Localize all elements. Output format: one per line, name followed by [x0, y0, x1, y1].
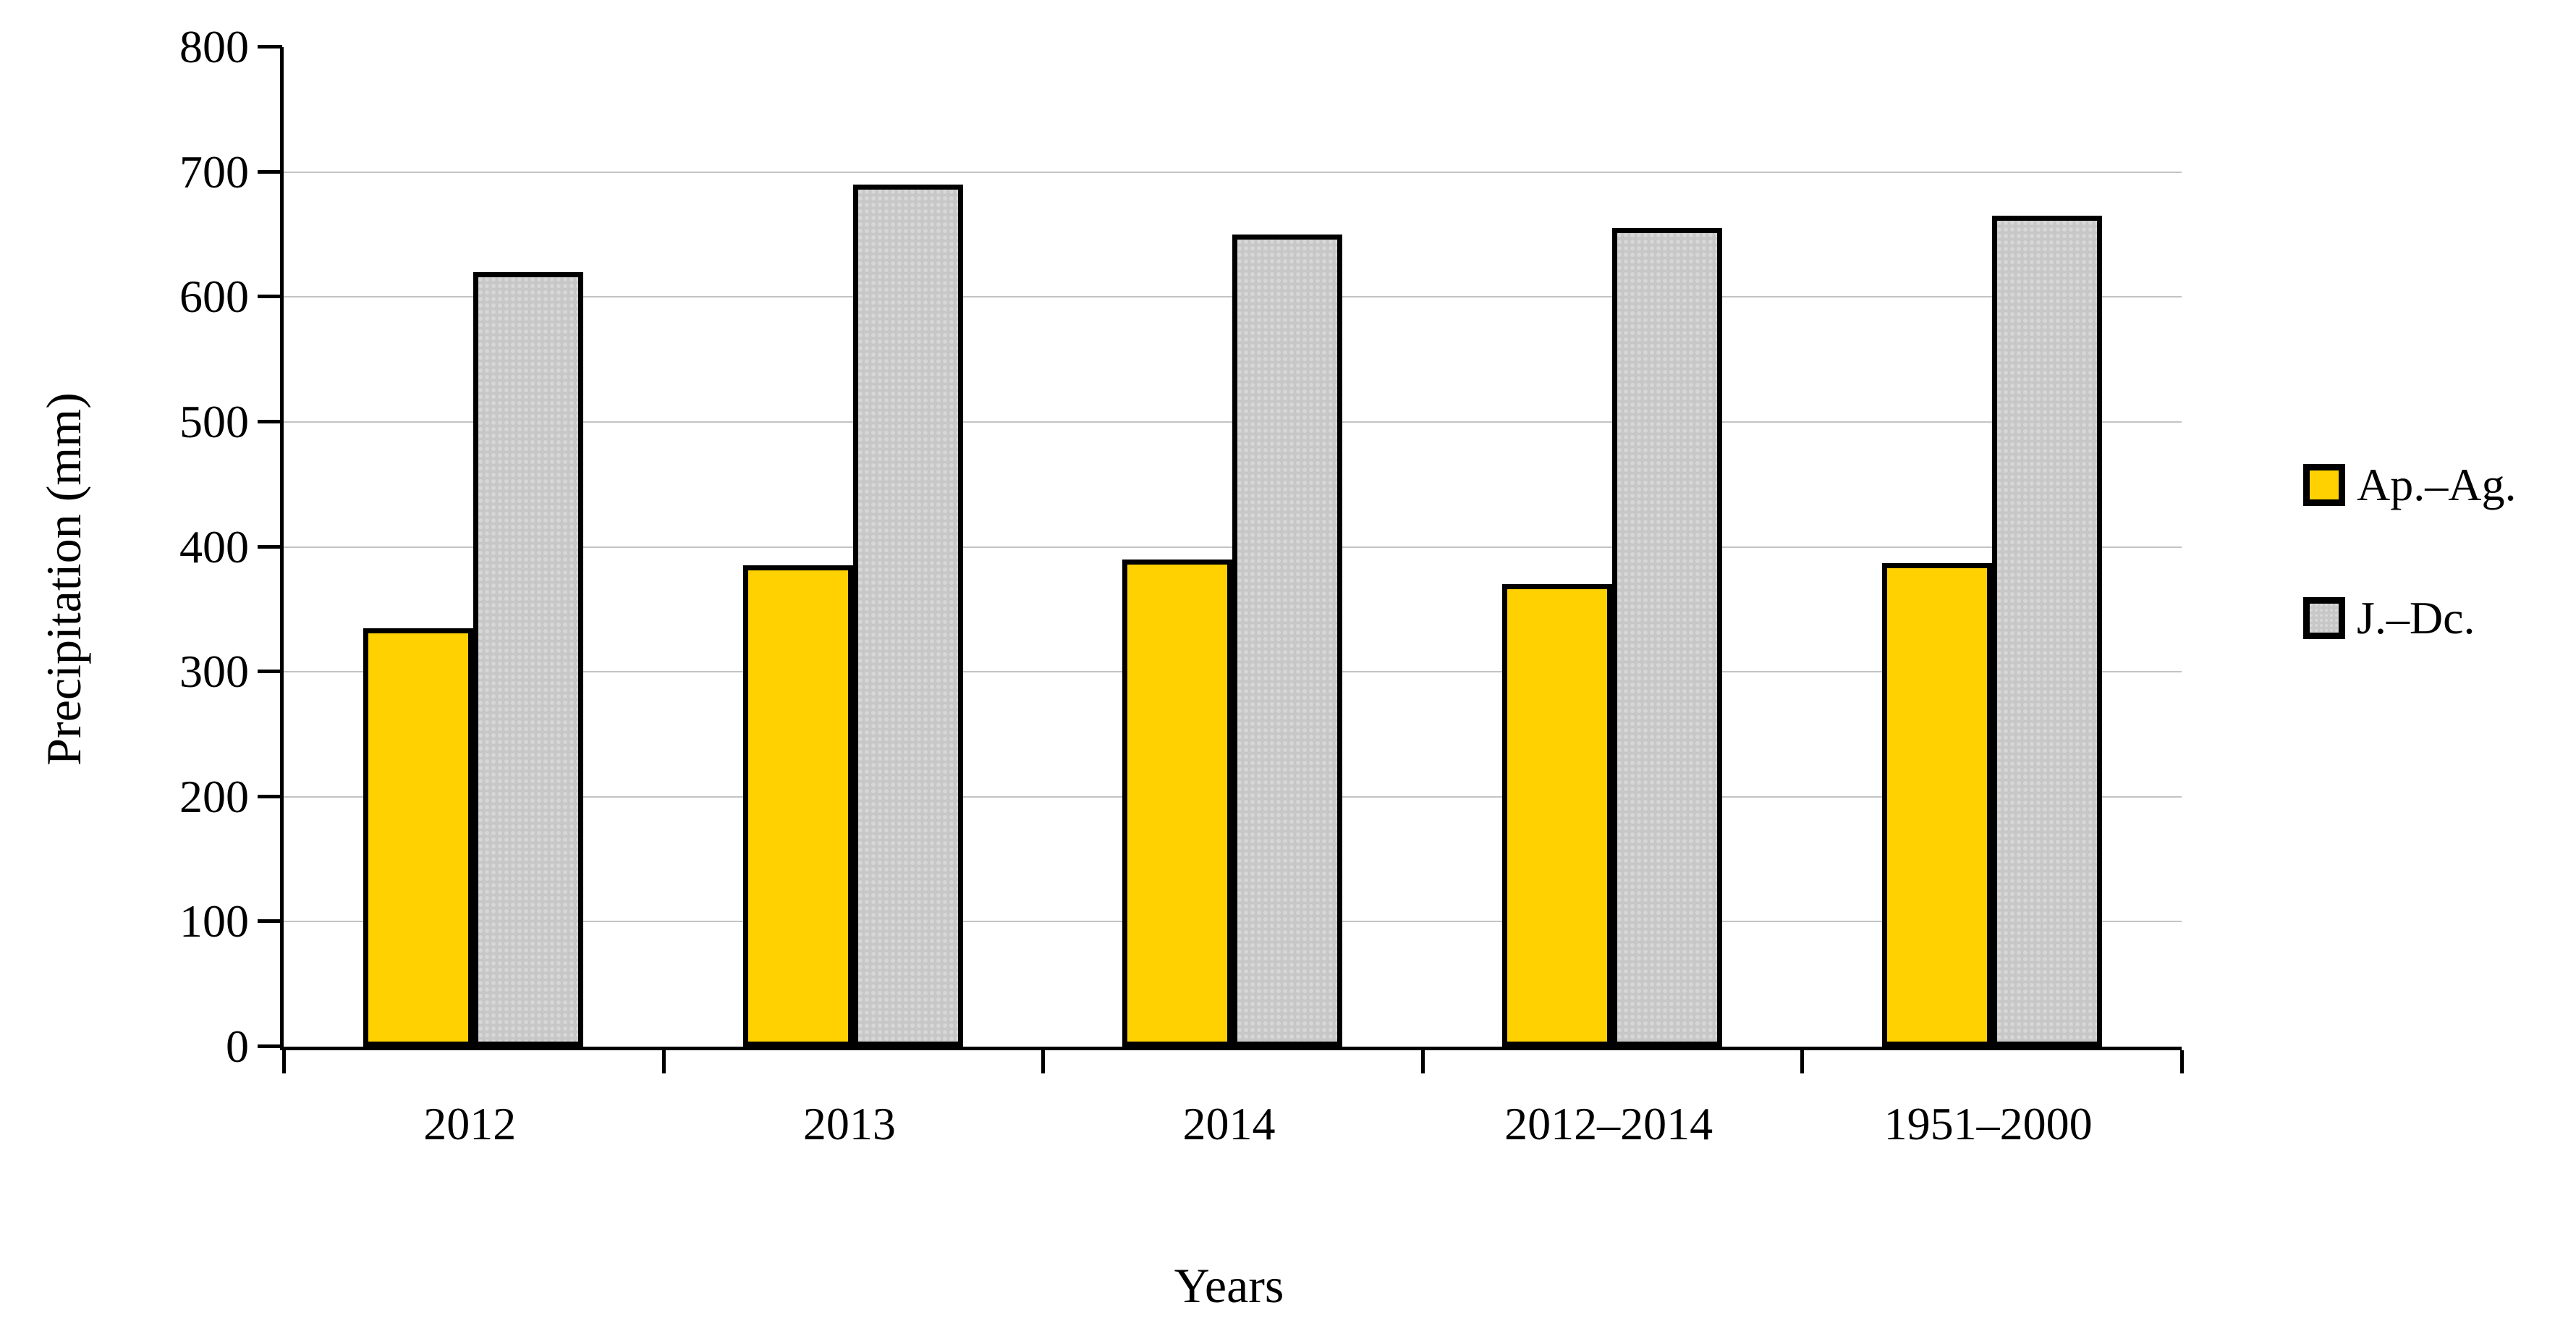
bar-J.–Dc.-2013 — [852, 184, 963, 1047]
y-axis-tick-label: 800 — [179, 21, 249, 72]
x-axis-tick — [1420, 1050, 1425, 1073]
x-axis-tick — [1800, 1050, 1805, 1073]
x-axis-category-label: 2013 — [802, 1098, 896, 1149]
y-axis-tick-label: 200 — [179, 770, 249, 822]
bar-groups — [284, 47, 2182, 1047]
y-axis-tick-label: 500 — [179, 395, 249, 447]
x-axis-tick — [661, 1050, 666, 1073]
x-axis-category-labels: 2012 2013 2014 2012–2014 1951–2000 — [280, 1050, 2178, 1147]
y-axis-tick-label: 700 — [179, 145, 249, 198]
bar-Ap.–Ag.-2012–2014 — [1502, 584, 1613, 1047]
plot-area — [258, 45, 2184, 1073]
bar-group — [284, 47, 664, 1047]
x-axis-tick — [2180, 1050, 2184, 1073]
legend-item: Ap.–Ag. — [2303, 462, 2516, 508]
legend: Ap.–Ag. J.–Dc. — [2303, 0, 2576, 1334]
bar-group — [1802, 47, 2182, 1047]
legend-swatch — [2303, 597, 2345, 639]
bar-J.–Dc.-2012–2014 — [1612, 228, 1723, 1047]
legend-swatch — [2303, 464, 2345, 506]
bar-Ap.–Ag.-1951–2000 — [1881, 562, 1992, 1047]
bar-Ap.–Ag.-2012 — [363, 628, 474, 1047]
bar-Ap.–Ag.-2014 — [1122, 559, 1233, 1047]
x-axis-category-label: 2012 — [423, 1098, 517, 1149]
x-axis-tick — [1041, 1050, 1046, 1073]
y-axis-tick — [258, 919, 282, 924]
x-axis-tick — [282, 1050, 286, 1073]
y-axis-tick-label: 400 — [179, 520, 249, 573]
y-axis-tick — [258, 670, 282, 674]
y-axis-tick-labels: 0 100 200 300 400 500 600 700 800 — [0, 24, 249, 1070]
x-axis-category-label: 1951–2000 — [1884, 1098, 2093, 1149]
bar-J.–Dc.-2014 — [1232, 234, 1343, 1047]
y-axis-tick — [258, 544, 282, 549]
x-axis-category-label: 2012–2014 — [1504, 1098, 1713, 1149]
legend-item: J.–Dc. — [2303, 595, 2475, 641]
legend-label: J.–Dc. — [2357, 592, 2475, 643]
legend-label: Ap.–Ag. — [2357, 459, 2517, 510]
bar-group — [1423, 47, 1802, 1047]
bar-group — [664, 47, 1043, 1047]
y-axis-tick-label: 300 — [179, 646, 249, 698]
y-axis-tick — [258, 1044, 282, 1048]
y-axis-tick-label: 100 — [179, 895, 249, 947]
x-axis-category-label: 2014 — [1182, 1098, 1276, 1149]
bar-J.–Dc.-2012 — [473, 271, 584, 1047]
y-axis-tick-label: 600 — [179, 271, 249, 323]
y-gridline — [284, 171, 2182, 173]
y-axis-tick-label: 0 — [226, 1021, 249, 1072]
bar-Ap.–Ag.-2013 — [742, 565, 853, 1047]
y-axis-tick — [258, 794, 282, 798]
y-axis-tick — [258, 169, 282, 174]
x-axis-title: Years — [1174, 1258, 1284, 1313]
bar-group — [1043, 47, 1423, 1047]
y-axis-tick — [258, 45, 282, 48]
y-axis-tick — [258, 295, 282, 299]
y-axis-tick — [258, 419, 282, 423]
bar-J.–Dc.-1951–2000 — [1991, 216, 2102, 1047]
